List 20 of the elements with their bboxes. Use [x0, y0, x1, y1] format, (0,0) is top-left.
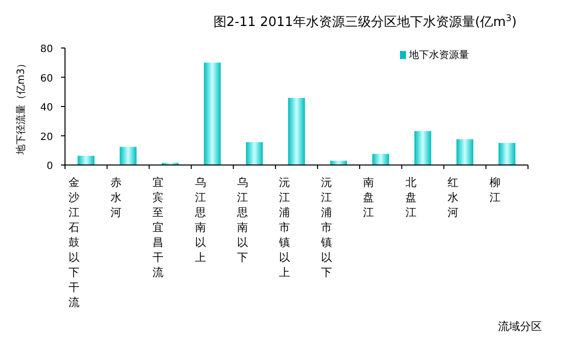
x-tick-label: 赤水河: [110, 176, 122, 219]
x-axis-title: 流域分区: [498, 320, 542, 333]
x-tick-label: 乌江思南以下: [236, 176, 248, 264]
y-axis-title: 地下径流量（亿m3）: [15, 58, 27, 156]
x-tick-label: 南盘江: [363, 176, 374, 219]
chart-title: 图2-11 2011年水资源三级分区地下水资源量(亿m$^{3}$): [213, 14, 517, 30]
y-tick-label: 0: [46, 161, 53, 172]
y-tick-label: 80: [40, 44, 53, 55]
y-tick-label: 60: [40, 73, 53, 84]
x-tick-label: 红水河: [447, 176, 458, 219]
x-tick-label: 沅江浦市镇以上: [278, 176, 290, 279]
x-tick-label: 沅江浦市镇以下: [320, 176, 332, 279]
x-tick-label: 宜宾至宜昌干流: [152, 176, 164, 279]
legend-label: 地下水资源量: [408, 49, 469, 61]
x-tick-label: 柳江: [489, 176, 500, 204]
x-tick-label: 乌江思南以上: [194, 176, 206, 264]
y-tick-label: 20: [40, 132, 53, 143]
category-label: 金沙江石鼓以下干流: [68, 176, 80, 309]
x-tick-label: 北盘江: [405, 176, 416, 219]
y-tick-label: 40: [40, 102, 53, 114]
